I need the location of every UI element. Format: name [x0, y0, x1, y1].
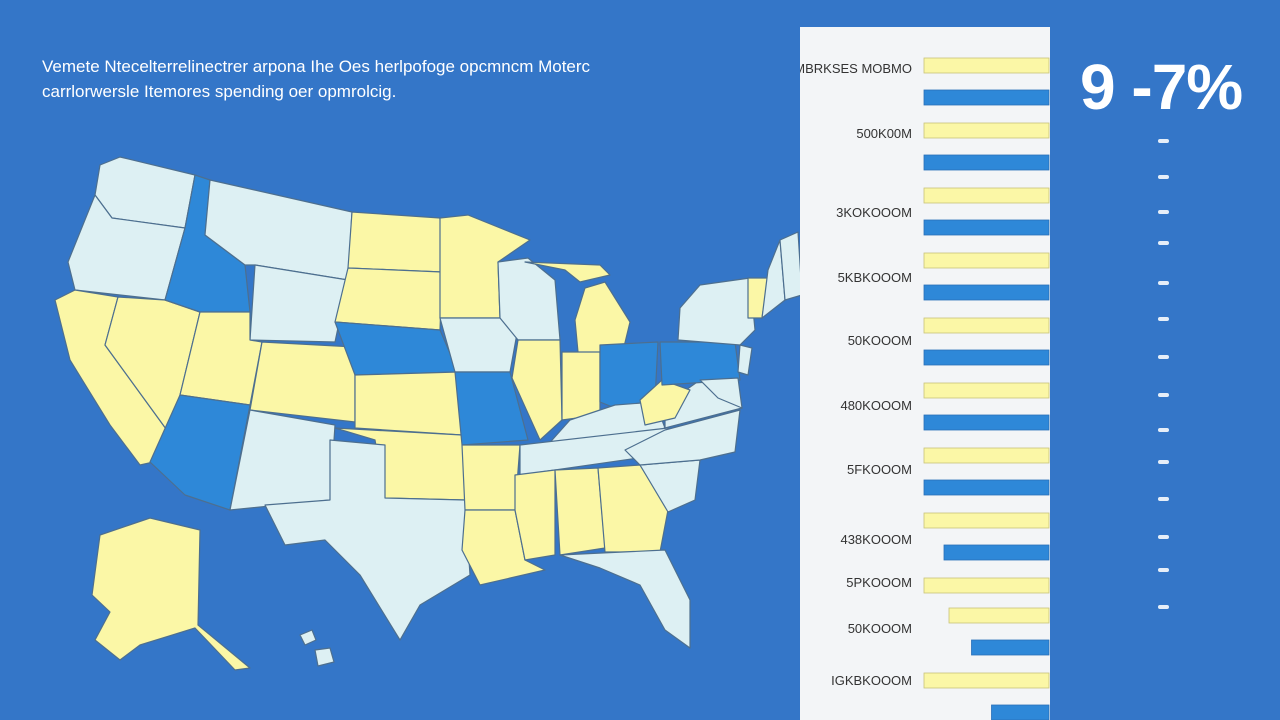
bar-blue: [923, 154, 1050, 171]
bar-blue: [991, 704, 1050, 720]
side-tick: [1158, 139, 1169, 143]
state-kansas: [354, 371, 463, 436]
state-south-dakota: [334, 267, 443, 331]
state-new-york: [677, 277, 756, 346]
state-indiana: [561, 351, 601, 421]
state-maryland: [699, 377, 743, 409]
bar-category-label: NMBRKSES MOBMO: [800, 61, 912, 76]
bar-yellow: [948, 607, 1050, 624]
bar-blue: [923, 479, 1050, 496]
state-new-jersey: [737, 344, 753, 376]
bar-blue: [923, 219, 1050, 236]
bar-yellow: [923, 447, 1050, 464]
side-tick: [1158, 210, 1169, 214]
bar-category-label: IGKBKOOOM: [831, 673, 912, 688]
bar-category-label: 50KOOOM: [848, 621, 912, 636]
state-nebraska: [334, 321, 459, 376]
bar-blue: [923, 284, 1050, 301]
bar-category-label: 3KOKOOOM: [836, 205, 912, 220]
side-tick: [1158, 241, 1169, 245]
side-tick: [1158, 317, 1169, 321]
side-tick: [1158, 605, 1169, 609]
state-hawaii: [299, 629, 335, 667]
bar-category-label: 5FKOOOM: [847, 462, 912, 477]
side-tick: [1158, 281, 1169, 285]
bar-blue: [971, 639, 1050, 656]
side-tick: [1158, 460, 1169, 464]
bar-category-label: 50KOOOM: [848, 333, 912, 348]
state-west-virginia: [639, 379, 691, 426]
bar-blue: [923, 349, 1050, 366]
side-tick: [1158, 568, 1169, 572]
bar-yellow: [923, 187, 1050, 204]
state-wyoming: [249, 264, 349, 343]
bar-chart-svg: NMBRKSES MOBMO 500K00M 3KOKOOOM 5KBKOOOM 50K…: [800, 57, 1050, 720]
side-tick: [1158, 355, 1169, 359]
state-colorado: [249, 341, 356, 423]
state-georgia: [597, 464, 669, 553]
side-tick: [1158, 175, 1169, 179]
bar-chart-panel: NMBRKSES MOBMO 500K00M 3KOKOOOM 5KBKOOOM 50K…: [800, 27, 1050, 720]
bar-yellow: [923, 122, 1050, 139]
bar-yellow: [923, 382, 1050, 399]
side-tick: [1158, 428, 1169, 432]
headline-value: 9 ‑7%: [1080, 51, 1243, 123]
bar-blue: [943, 544, 1050, 561]
bar-yellow: [923, 57, 1050, 74]
bar-yellow: [923, 577, 1050, 594]
bar-category-label: 5KBKOOOM: [838, 270, 912, 285]
side-tick: [1158, 535, 1169, 539]
state-arkansas: [461, 444, 521, 511]
intro-text: Vemete Ntecelterrelinectrer arpona Ihe O…: [42, 57, 591, 101]
bar-yellow: [923, 317, 1050, 334]
bar-category-label: 5PKOOOM: [846, 575, 912, 590]
bar-yellow: [923, 252, 1050, 269]
state-illinois: [511, 339, 563, 441]
side-tick: [1158, 497, 1169, 501]
bar-category-label: 500K00M: [856, 126, 912, 141]
bar-category-label: 480KOOOM: [840, 398, 912, 413]
state-alabama: [554, 467, 606, 556]
state-missouri: [454, 371, 529, 446]
state-mississippi: [514, 469, 556, 561]
state-north-carolina: [624, 409, 741, 466]
map-svg: [54, 156, 803, 671]
state-north-dakota: [347, 211, 443, 273]
state-alaska: [91, 517, 251, 671]
state-texas: [264, 439, 471, 641]
state-iowa: [439, 317, 519, 373]
state-arizona: [149, 394, 251, 511]
side-tick: [1158, 393, 1169, 397]
side-tick-column: [1158, 135, 1172, 615]
bar-yellow: [923, 512, 1050, 529]
bar-category-label: 438KOOOM: [840, 532, 912, 547]
bar-blue: [923, 414, 1050, 431]
state-wisconsin: [497, 257, 561, 341]
bar-yellow: [923, 672, 1050, 689]
bar-blue: [923, 89, 1050, 106]
state-florida: [559, 549, 691, 649]
us-choropleth-map: [40, 150, 810, 690]
